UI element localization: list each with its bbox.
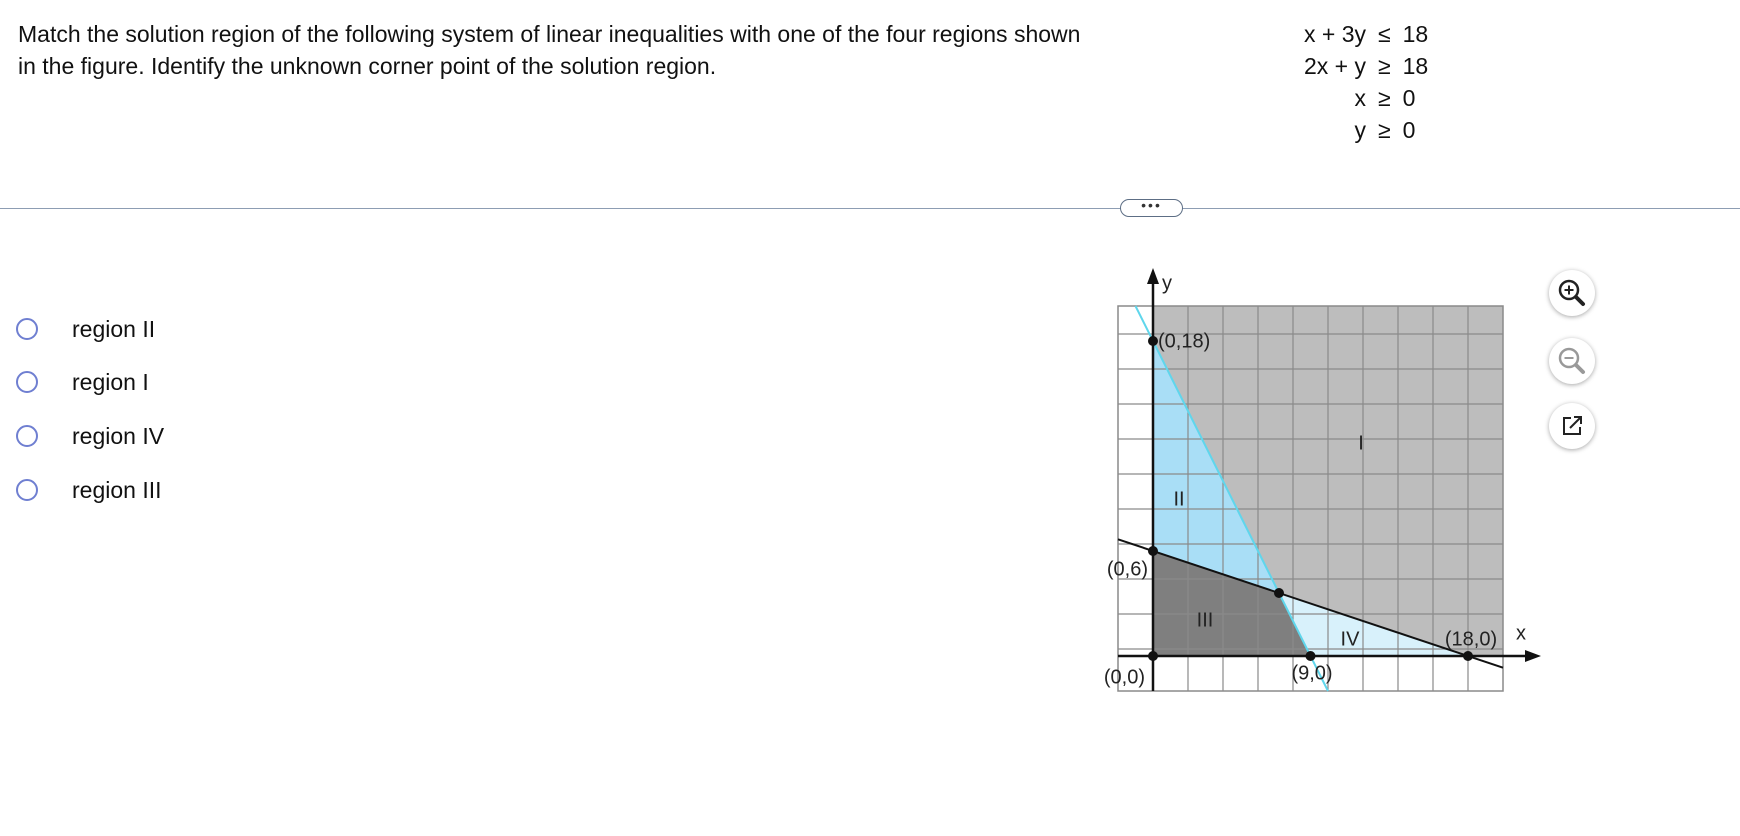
region-label: III bbox=[1197, 609, 1214, 631]
region-label: II bbox=[1173, 488, 1184, 510]
axis-label: y bbox=[1162, 272, 1172, 294]
inequality: 2x + y ≥18 bbox=[1300, 50, 1432, 82]
inequality: x ≥0 bbox=[1300, 82, 1432, 114]
operator: ≤ bbox=[1378, 21, 1391, 47]
region-iii bbox=[1153, 551, 1311, 656]
open-external-icon bbox=[1563, 416, 1582, 435]
corner-point bbox=[1305, 651, 1316, 661]
operator: ≥ bbox=[1378, 117, 1391, 143]
grid bbox=[1118, 306, 1503, 691]
corner-point bbox=[1463, 651, 1473, 661]
lhs: x bbox=[1354, 85, 1367, 111]
option[interactable]: region III bbox=[16, 475, 162, 505]
option-label[interactable]: region IV bbox=[72, 422, 165, 449]
point-label: (0,18) bbox=[1158, 330, 1210, 352]
boundary-line bbox=[1134, 305, 1329, 692]
lhs: 2x + y bbox=[1304, 53, 1367, 79]
zoom-in-button[interactable] bbox=[1549, 270, 1595, 316]
graph-frame bbox=[1117, 305, 1504, 692]
open-external-button[interactable] bbox=[1549, 403, 1595, 449]
question-text: in the figure. Identify the unknown corn… bbox=[18, 53, 717, 79]
zoom-out-icon bbox=[1558, 347, 1585, 374]
lhs: y bbox=[1354, 117, 1367, 143]
option-label[interactable]: region II bbox=[72, 315, 156, 342]
axis-label: x bbox=[1516, 622, 1526, 644]
corner-point bbox=[1148, 546, 1158, 556]
region-label: I bbox=[1358, 432, 1364, 454]
point-label: (18,0) bbox=[1445, 628, 1497, 650]
radio-button[interactable] bbox=[16, 318, 38, 340]
rhs: 18 bbox=[1402, 21, 1429, 47]
x-axis-arrow bbox=[1525, 650, 1541, 662]
point-label: (9,0) bbox=[1291, 662, 1332, 684]
option[interactable]: region I bbox=[16, 367, 149, 397]
question-text: Match the solution region of the followi… bbox=[18, 21, 1081, 47]
inequality: y ≥0 bbox=[1300, 114, 1432, 146]
corner-point bbox=[1148, 336, 1158, 346]
option-label[interactable]: region I bbox=[72, 368, 149, 395]
resize-handle[interactable]: ••• bbox=[1120, 198, 1183, 217]
divider bbox=[0, 208, 1740, 209]
zoom-out-button[interactable] bbox=[1549, 338, 1595, 384]
lhs: x + 3y bbox=[1304, 21, 1367, 47]
option[interactable]: region II bbox=[16, 314, 155, 344]
region-graph: y x (0,18) (0,6) (0,0) (9,0) (18,0) I II… bbox=[1104, 268, 1541, 692]
point-label: (0,0) bbox=[1104, 666, 1145, 688]
corner-point bbox=[1274, 588, 1284, 598]
region-label: IV bbox=[1341, 628, 1361, 650]
corner-point bbox=[1148, 651, 1158, 661]
operator: ≥ bbox=[1378, 53, 1391, 79]
rhs: 0 bbox=[1402, 85, 1416, 111]
inequality-system: x + 3y ≤18 2x + y ≥18 x ≥0 y ≥0 bbox=[1300, 18, 1432, 146]
option[interactable]: region IV bbox=[16, 421, 164, 451]
zoom-in-icon bbox=[1558, 279, 1585, 306]
inequality: x + 3y ≤18 bbox=[1300, 18, 1432, 50]
rhs: 18 bbox=[1402, 53, 1429, 79]
radio-button[interactable] bbox=[16, 479, 38, 501]
operator: ≥ bbox=[1378, 85, 1391, 111]
radio-button[interactable] bbox=[16, 371, 38, 393]
rhs: 0 bbox=[1402, 117, 1416, 143]
boundary-line bbox=[1117, 538, 1504, 669]
option-label[interactable]: region III bbox=[72, 476, 162, 503]
radio-button[interactable] bbox=[16, 425, 38, 447]
point-label: (0,6) bbox=[1107, 558, 1148, 580]
y-axis-arrow bbox=[1147, 268, 1159, 284]
